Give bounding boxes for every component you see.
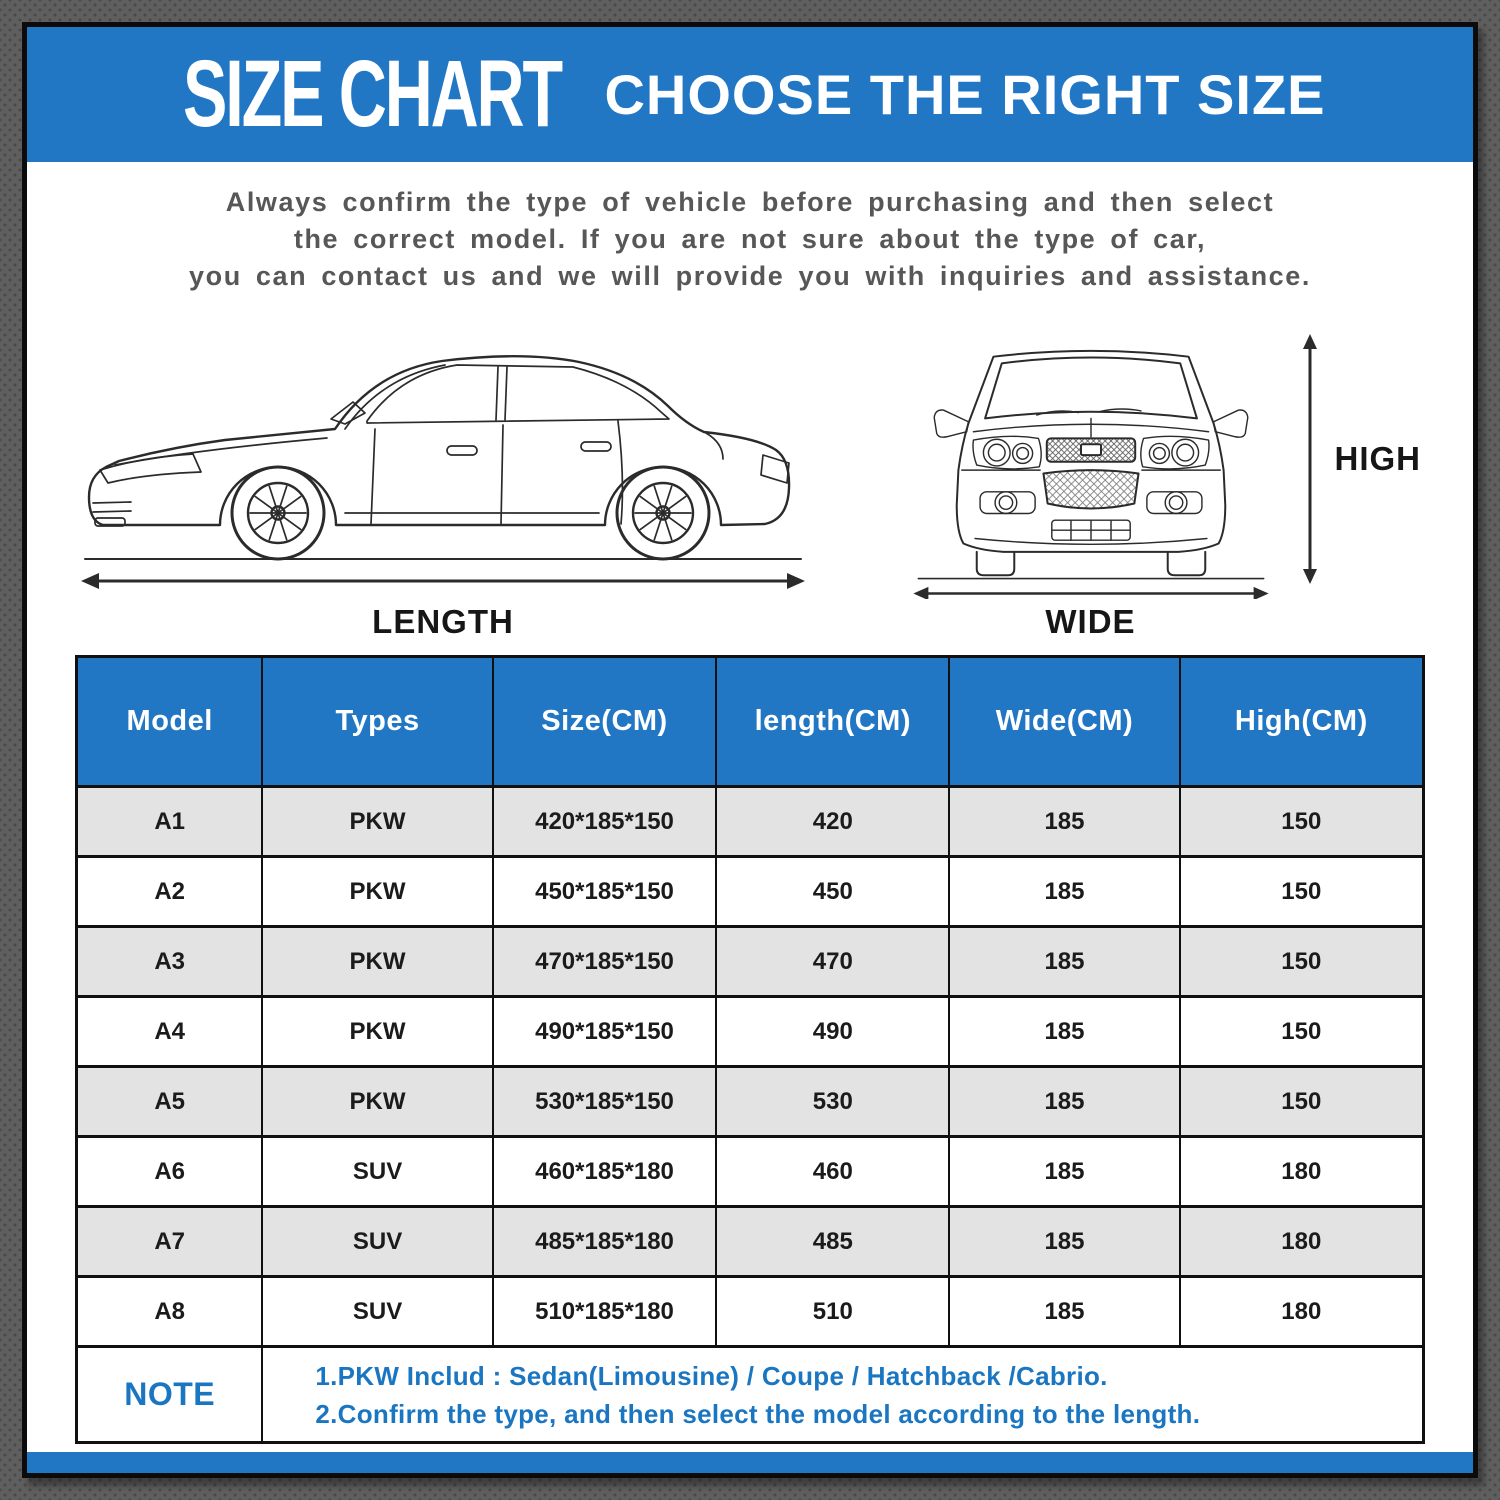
cell-size: 470*185*150 [491,925,718,998]
high-dimension: HIGH [1297,330,1422,588]
high-label: HIGH [1334,440,1421,478]
col-header-model: Model [75,655,264,788]
size-chart-panel: SIZE CHART CHOOSE THE RIGHT SIZE Always … [22,22,1478,1478]
header-bar: SIZE CHART CHOOSE THE RIGHT SIZE [27,27,1473,162]
cell-size: 460*185*180 [491,1135,718,1208]
cell-wide: 185 [948,925,1181,998]
cell-type: PKW [261,995,494,1068]
page-title: SIZE CHART [183,41,563,147]
col-header-size: Size(CM) [491,655,718,788]
size-table-wrap: Model Types Size(CM) length(CM) Wide(CM)… [75,655,1425,1444]
cell-high: 180 [1178,1205,1425,1278]
cell-size: 450*185*150 [491,855,718,928]
cell-size: 510*185*180 [491,1275,718,1348]
size-table: Model Types Size(CM) length(CM) Wide(CM)… [75,655,1425,1444]
car-diagrams: LENGTH [27,307,1473,641]
cell-length: 420 [715,785,951,858]
intro-paragraph: Always confirm the type of vehicle befor… [27,184,1473,295]
cell-size: 485*185*180 [491,1205,718,1278]
cell-wide: 185 [948,995,1181,1068]
col-header-high: High(CM) [1178,655,1425,788]
col-header-wide: Wide(CM) [948,655,1181,788]
length-label: LENGTH [372,603,514,640]
cell-wide: 185 [948,1205,1181,1278]
bottom-accent-bar [27,1452,1473,1473]
note-label: NOTE [75,1345,264,1444]
car-front-col: WIDE [895,330,1287,641]
table-header-row: Model Types Size(CM) length(CM) Wide(CM)… [75,655,1425,788]
cell-wide: 185 [948,855,1181,928]
cell-length: 470 [715,925,951,998]
cell-type: PKW [261,855,494,928]
cell-length: 450 [715,855,951,928]
table-row: A4 PKW 490*185*150 490 185 150 [75,995,1425,1068]
note-line-2: 2.Confirm the type, and then select the … [315,1398,1201,1429]
cell-length: 460 [715,1135,951,1208]
cell-type: PKW [261,1065,494,1138]
table-row: A5 PKW 530*185*150 530 185 150 [75,1065,1425,1138]
cell-high: 180 [1178,1275,1425,1348]
cell-wide: 185 [948,1135,1181,1208]
table-row: A8 SUV 510*185*180 510 185 180 [75,1275,1425,1348]
car-side-block: LENGTH [73,307,813,641]
cell-type: PKW [261,925,494,998]
cell-length: 485 [715,1205,951,1278]
cell-high: 150 [1178,995,1425,1068]
intro-line-2: the correct model. If you are not sure a… [293,224,1207,254]
table-row: A3 PKW 470*185*150 470 185 150 [75,925,1425,998]
cell-model: A6 [75,1135,264,1208]
cell-model: A7 [75,1205,264,1278]
wide-label: WIDE [1045,603,1136,640]
cell-model: A5 [75,1065,264,1138]
car-front-diagram [912,350,1269,599]
cell-model: A8 [75,1275,264,1348]
car-front-block: WIDE HIGH [813,330,1427,641]
cell-type: SUV [261,1275,494,1348]
length-arrowhead-left [81,573,99,589]
cell-model: A3 [75,925,264,998]
col-header-length: length(CM) [715,655,951,788]
cell-high: 180 [1178,1135,1425,1208]
wide-arrowhead-left [912,587,928,599]
cell-size: 420*185*150 [491,785,718,858]
table-row: A6 SUV 460*185*180 460 185 180 [75,1135,1425,1208]
note-line-1: 1.PKW Includ : Sedan(Limousine) / Coupe … [315,1360,1108,1391]
table-row: A1 PKW 420*185*150 420 185 150 [75,785,1425,858]
intro-line-1: Always confirm the type of vehicle befor… [225,187,1275,217]
cell-size: 490*185*150 [491,995,718,1068]
note-body: 1.PKW Includ : Sedan(Limousine) / Coupe … [261,1345,1425,1444]
cell-type: SUV [261,1135,494,1208]
cell-high: 150 [1178,855,1425,928]
table-row: A2 PKW 450*185*150 450 185 150 [75,855,1425,928]
page-subtitle: CHOOSE THE RIGHT SIZE [604,63,1326,126]
table-row: A7 SUV 485*185*180 485 185 180 [75,1205,1425,1278]
cell-type: PKW [261,785,494,858]
cell-model: A2 [75,855,264,928]
cell-wide: 185 [948,1275,1181,1348]
note-row: NOTE 1.PKW Includ : Sedan(Limousine) / C… [75,1345,1425,1444]
cell-model: A1 [75,785,264,858]
high-arrow [1302,334,1317,585]
car-side-diagram [81,355,805,589]
cell-type: SUV [261,1205,494,1278]
cell-wide: 185 [948,785,1181,858]
cell-high: 150 [1178,925,1425,998]
col-header-types: Types [261,655,494,788]
cell-high: 150 [1178,1065,1425,1138]
length-arrowhead-right [787,573,805,589]
cell-high: 150 [1178,785,1425,858]
intro-line-3: you can contact us and we will provide y… [188,261,1312,291]
cell-length: 510 [715,1275,951,1348]
cell-size: 530*185*150 [491,1065,718,1138]
cell-length: 530 [715,1065,951,1138]
cell-wide: 185 [948,1065,1181,1138]
cell-length: 490 [715,995,951,1068]
wide-arrowhead-right [1253,587,1269,599]
cell-model: A4 [75,995,264,1068]
